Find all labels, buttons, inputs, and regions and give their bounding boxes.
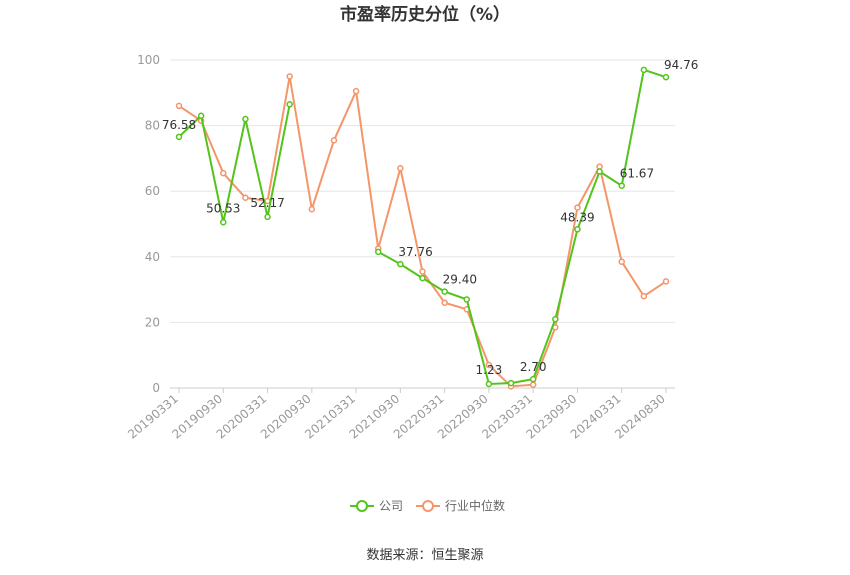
data-point-company — [175, 133, 183, 141]
data-point-company — [618, 182, 625, 189]
legend-marker-company — [356, 500, 368, 512]
data-label: 48.39 — [560, 210, 594, 224]
data-labels: 76.58 50.53 52.17 37.76 29.40 1.23 2.70 48.39 61… — [162, 58, 699, 377]
series-line-company — [377, 68, 667, 385]
data-point-industry — [419, 268, 426, 275]
data-label: 29.40 — [443, 273, 477, 287]
data-label: 1.23 — [476, 363, 503, 377]
x-axis: 2019033120190930202003312020093020210331… — [125, 388, 668, 442]
data-point-company — [264, 213, 271, 221]
legend-label-industry: 行业中位数 — [445, 498, 505, 513]
data-point-industry — [618, 258, 625, 265]
series-line-industry — [178, 76, 667, 388]
source-note: 数据来源：恒生聚源 — [366, 548, 483, 563]
data-point-company — [419, 274, 426, 282]
chart-title: 市盈率历史分位（%） — [340, 4, 510, 25]
y-axis: 0 20 40 60 80 100 — [137, 53, 160, 395]
data-point-company — [220, 219, 227, 226]
data-point-company — [596, 168, 603, 175]
data-point-company — [662, 73, 670, 81]
data-point-industry — [397, 164, 404, 172]
data-point-company — [552, 315, 559, 323]
series-group — [175, 66, 670, 390]
y-tick-label: 0 — [152, 381, 160, 395]
legend-marker-industry — [422, 500, 434, 512]
legend-item-industry[interactable]: 行业中位数 — [416, 498, 505, 513]
data-point-company — [485, 380, 493, 388]
y-tick-label: 60 — [145, 184, 160, 198]
data-point-company — [574, 226, 581, 233]
data-point-company — [397, 260, 404, 268]
data-point-industry — [242, 194, 249, 202]
data-point-company — [640, 66, 648, 74]
data-point-company — [463, 296, 471, 303]
data-point-industry — [662, 278, 670, 285]
data-label: 2.70 — [520, 360, 547, 374]
legend-label-company: 公司 — [379, 499, 403, 513]
data-point-company — [286, 101, 293, 108]
data-point-industry — [330, 137, 338, 144]
data-point-industry — [574, 204, 581, 211]
data-point-industry — [286, 73, 293, 80]
data-point-company — [441, 288, 448, 295]
data-point-industry — [441, 299, 448, 306]
data-label: 50.53 — [206, 201, 240, 215]
data-point-industry — [175, 102, 183, 110]
data-point-company — [374, 248, 382, 256]
y-tick-label: 20 — [145, 315, 160, 329]
data-point-company — [529, 375, 537, 383]
grid — [170, 59, 675, 323]
y-tick-label: 100 — [137, 53, 160, 67]
legend-item-company[interactable]: 公司 — [350, 499, 403, 513]
series-line-company — [178, 104, 291, 223]
data-point-industry — [352, 87, 360, 95]
data-point-industry — [485, 361, 493, 369]
data-point-company — [507, 379, 515, 387]
data-label: 94.76 — [664, 58, 698, 72]
data-point-company — [242, 115, 249, 123]
data-point-industry — [529, 381, 537, 388]
data-point-company — [197, 112, 205, 120]
data-point-industry — [220, 169, 227, 177]
data-label: 76.58 — [162, 118, 196, 132]
data-label: 52.17 — [250, 196, 284, 210]
y-tick-label: 80 — [145, 119, 160, 133]
legend[interactable]: 公司 行业中位数 — [350, 498, 505, 513]
data-point-industry — [640, 292, 648, 300]
y-tick-label: 40 — [145, 250, 160, 264]
data-point-industry — [308, 205, 316, 213]
data-label: 37.76 — [398, 245, 432, 259]
data-label: 61.67 — [620, 167, 654, 181]
